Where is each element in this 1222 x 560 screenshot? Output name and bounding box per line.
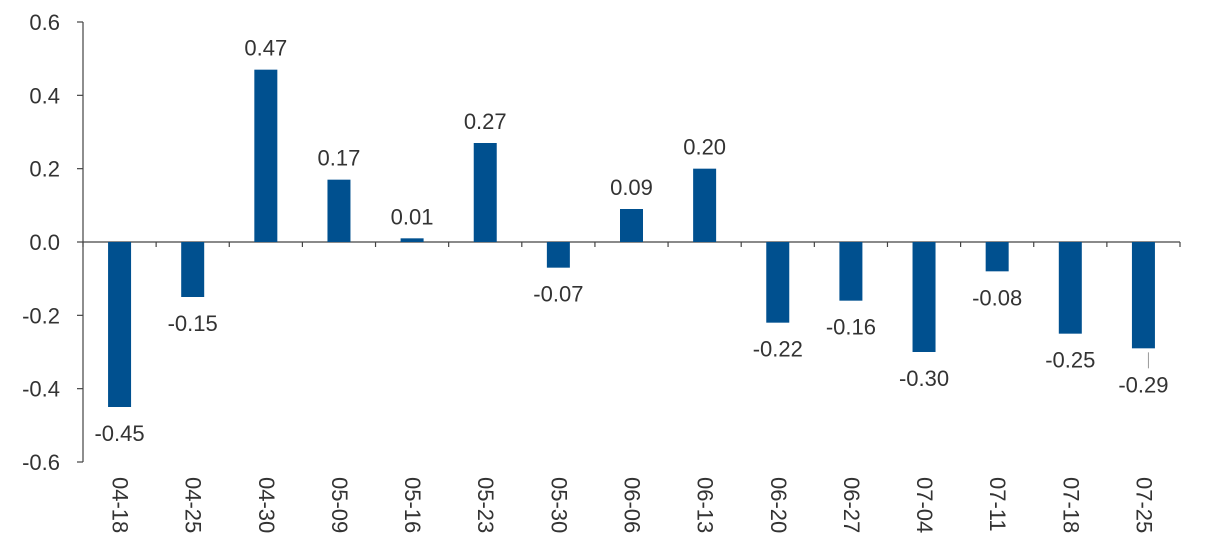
bar-04-25 bbox=[181, 242, 205, 297]
x-tick-label: 06-20 bbox=[766, 477, 791, 533]
x-tick-label: 05-23 bbox=[473, 477, 498, 533]
x-tick-label: 05-16 bbox=[400, 477, 425, 533]
data-label: 0.27 bbox=[464, 109, 507, 134]
data-label: -0.25 bbox=[1045, 348, 1095, 373]
y-tick-label: -0.2 bbox=[22, 303, 60, 328]
bar-04-18 bbox=[108, 242, 132, 407]
data-label: -0.16 bbox=[826, 315, 876, 340]
bar-05-30 bbox=[546, 242, 570, 268]
data-label: -0.15 bbox=[168, 311, 218, 336]
y-tick-label: -0.4 bbox=[22, 377, 60, 402]
y-axis: 0.6 0.4 0.2 0.0 -0.2 -0.4 -0.6 bbox=[22, 10, 84, 475]
bar-07-18 bbox=[1058, 242, 1082, 334]
y-tick-label: 0.0 bbox=[29, 230, 60, 255]
data-label: 0.17 bbox=[318, 146, 361, 171]
bar-05-23 bbox=[473, 143, 497, 242]
bar-06-06 bbox=[620, 209, 643, 242]
x-tick-label: 06-06 bbox=[620, 477, 645, 533]
y-tick-label: 0.2 bbox=[29, 157, 60, 182]
data-label: -0.07 bbox=[533, 282, 583, 307]
x-tick-label: 06-13 bbox=[693, 477, 718, 533]
category-labels: 04-18 04-25 04-30 05-09 05-16 05-23 05-30 06-06… bbox=[108, 477, 1157, 533]
bar-07-11 bbox=[985, 242, 1009, 272]
x-tick-label: 06-27 bbox=[839, 477, 864, 533]
x-tick-label: 07-18 bbox=[1058, 477, 1083, 533]
bar-07-25 bbox=[1131, 242, 1155, 349]
data-label: -0.22 bbox=[753, 337, 803, 362]
x-tick-label: 07-11 bbox=[985, 477, 1010, 532]
x-tick-label: 05-30 bbox=[546, 477, 571, 533]
bar-06-20 bbox=[766, 242, 790, 323]
data-label: -0.08 bbox=[972, 285, 1022, 310]
y-tick-label: 0.6 bbox=[29, 10, 60, 35]
bar-07-04 bbox=[912, 242, 936, 352]
data-label: 0.20 bbox=[683, 135, 726, 160]
x-tick-label: 04-30 bbox=[254, 477, 279, 533]
x-tick-label: 04-18 bbox=[108, 477, 133, 533]
data-label: -0.29 bbox=[1118, 372, 1168, 397]
x-axis bbox=[82, 241, 1181, 247]
data-label: -0.30 bbox=[899, 366, 949, 391]
x-tick-label: 04-25 bbox=[181, 477, 206, 533]
bar-06-13 bbox=[693, 168, 717, 242]
bar-05-16 bbox=[400, 238, 424, 242]
bar-05-09 bbox=[327, 179, 351, 242]
data-labels: -0.45 -0.15 0.47 0.17 0.01 0.27 -0.07 0.09 0.20 -… bbox=[94, 36, 1168, 446]
bars bbox=[108, 69, 1155, 407]
data-label: -0.45 bbox=[94, 421, 144, 446]
data-label: 0.01 bbox=[391, 204, 434, 229]
x-tick-label: 07-25 bbox=[1131, 477, 1156, 533]
x-tick-label: 05-09 bbox=[327, 477, 352, 533]
bar-04-30 bbox=[254, 69, 278, 243]
x-tick-label: 07-04 bbox=[912, 477, 937, 533]
bar-06-27 bbox=[839, 242, 863, 301]
y-tick-label: -0.6 bbox=[22, 450, 60, 475]
y-tick-label: 0.4 bbox=[29, 83, 60, 108]
data-label: 0.09 bbox=[610, 175, 653, 200]
data-label: 0.47 bbox=[244, 36, 287, 61]
